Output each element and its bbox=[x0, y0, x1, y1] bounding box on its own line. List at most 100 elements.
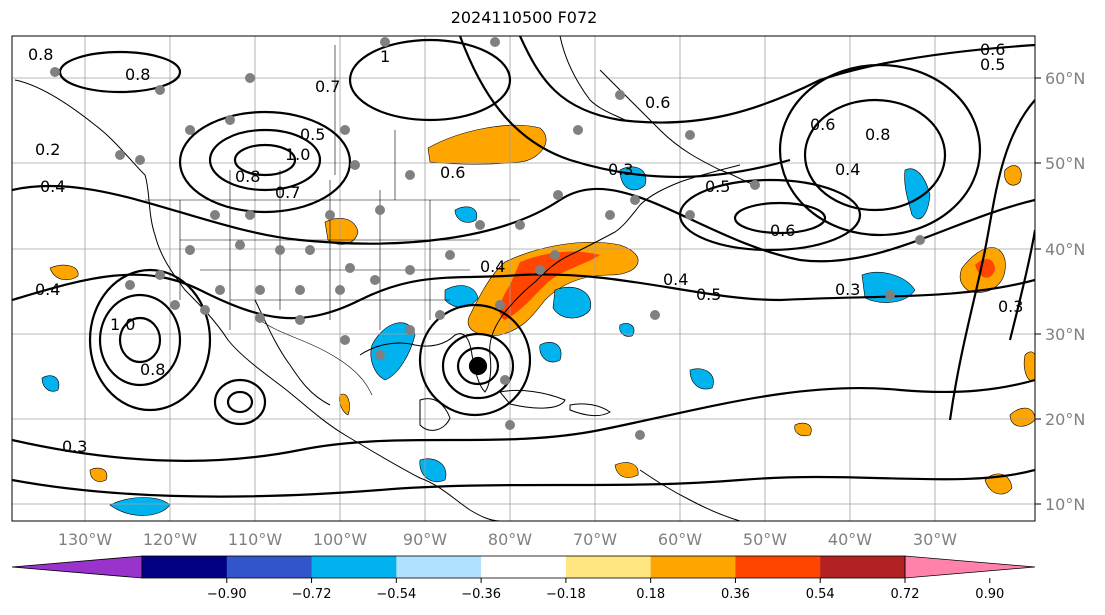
contour-label: 0.7 bbox=[275, 183, 300, 202]
colorbar-segment bbox=[226, 556, 313, 578]
lon-label: 80°W bbox=[488, 530, 532, 549]
lon-label: 110°W bbox=[228, 530, 283, 549]
lon-label: 50°W bbox=[743, 530, 787, 549]
contour-label: 0.3 bbox=[835, 280, 860, 299]
contours bbox=[12, 36, 1035, 498]
colorbar-segment bbox=[735, 556, 821, 578]
storm-center-marker bbox=[470, 358, 486, 374]
shade-red-eastcoast bbox=[499, 251, 600, 320]
colorbar-segment bbox=[311, 556, 397, 578]
contour-label: 0.3 bbox=[998, 297, 1023, 316]
colorbar-segment bbox=[565, 556, 652, 578]
contour-label: 0.8 bbox=[140, 360, 165, 379]
contour-label: 0.4 bbox=[663, 270, 688, 289]
shade-blue-carib2 bbox=[689, 368, 714, 390]
contour-labels: 0.8 0.8 0.7 0.5 1.0 0.8 0.7 0.4 0.2 0.4 … bbox=[28, 40, 1023, 456]
contour-label: 0.4 bbox=[35, 280, 60, 299]
shade-orange-east bbox=[1023, 351, 1035, 382]
colorbar-segment bbox=[142, 556, 228, 578]
contour-label: 0.4 bbox=[40, 177, 65, 196]
contour-label: 0.8 bbox=[865, 125, 890, 144]
contour-label: 0.6 bbox=[770, 221, 795, 240]
shade-orange-east2 bbox=[1009, 407, 1035, 427]
lat-label: 30°N bbox=[1045, 325, 1085, 344]
shade-orange-pac2 bbox=[89, 467, 108, 482]
colorbar-tick-label: 0.90 bbox=[975, 587, 1004, 602]
shade-blue-nova bbox=[904, 168, 931, 220]
lat-label: 60°N bbox=[1045, 69, 1085, 88]
shade-orange-pacific bbox=[49, 264, 79, 281]
lon-label: 130°W bbox=[58, 530, 113, 549]
shade-blue-east bbox=[454, 206, 478, 223]
lon-label: 120°W bbox=[143, 530, 198, 549]
colorbar-tick-label: −0.54 bbox=[376, 587, 416, 602]
lon-label: 70°W bbox=[573, 530, 617, 549]
lat-label: 10°N bbox=[1045, 495, 1085, 514]
colorbar-tick-label: 0.72 bbox=[891, 587, 920, 602]
shade-blue-carib bbox=[419, 458, 447, 482]
contour-label: 0.4 bbox=[835, 160, 860, 179]
colorbar-tick-label: −0.18 bbox=[546, 587, 586, 602]
colorbar: −0.90 −0.72 −0.54 −0.36 −0.18 0.18 0.36 0.54 0.7… bbox=[11, 555, 1036, 602]
colorbar-segment bbox=[396, 556, 482, 578]
lat-label: 40°N bbox=[1045, 240, 1085, 259]
colorbar-extend-low bbox=[11, 555, 143, 579]
shade-blue-se bbox=[619, 323, 635, 337]
contour-label: 0.5 bbox=[696, 285, 721, 304]
contour-label: 0.5 bbox=[980, 55, 1005, 74]
lon-label: 30°W bbox=[913, 530, 957, 549]
colorbar-tick-label: 0.36 bbox=[721, 587, 750, 602]
shade-orange-ne-atlantic bbox=[1004, 165, 1022, 186]
colorbar-segment bbox=[820, 556, 906, 578]
contour-label: 0.3 bbox=[608, 160, 633, 179]
contour-label: 0.5 bbox=[705, 177, 730, 196]
lat-label: 50°N bbox=[1045, 154, 1085, 173]
colorbar-tick-label: −0.90 bbox=[207, 587, 247, 602]
contour-label: 0.6 bbox=[980, 40, 1005, 59]
shade-blue-gulf bbox=[370, 322, 416, 381]
lon-label: 60°W bbox=[658, 530, 702, 549]
contour-label: 0.3 bbox=[62, 437, 87, 456]
map-frame bbox=[11, 35, 1036, 522]
shade-orange-mid bbox=[794, 422, 812, 437]
shade-blue-atlantic2 bbox=[539, 341, 562, 363]
contour-label: 0.6 bbox=[645, 93, 670, 112]
observation-dots bbox=[50, 37, 925, 440]
lon-label: 100°W bbox=[313, 530, 368, 549]
contour-label: 0.8 bbox=[125, 65, 150, 84]
contour-label: 1.0 bbox=[110, 315, 135, 334]
contour-label: 1.0 bbox=[285, 145, 310, 164]
shade-blue-midatl bbox=[861, 271, 916, 303]
lat-label: 20°N bbox=[1045, 410, 1085, 429]
contour-label: 0.6 bbox=[440, 163, 465, 182]
coastlines bbox=[14, 36, 756, 521]
colorbar-segment bbox=[481, 556, 567, 578]
shade-blue-atlantic1 bbox=[552, 286, 592, 319]
colorbar-border bbox=[141, 555, 906, 579]
latitude-labels: 60°N 50°N 40°N 30°N 20°N 10°N bbox=[1035, 69, 1085, 514]
lon-label: 40°W bbox=[828, 530, 872, 549]
contour-label: 0.2 bbox=[35, 140, 60, 159]
colorbar-tick-label: −0.72 bbox=[292, 587, 332, 602]
shade-blue-pac2 bbox=[41, 375, 60, 392]
colorbar-tick-label: 0.18 bbox=[636, 587, 665, 602]
map-title: 2024110500 F072 bbox=[450, 8, 598, 27]
contour-label: 0.8 bbox=[235, 167, 260, 186]
contour-label: 0.4 bbox=[480, 257, 505, 276]
longitude-labels: 130°W 120°W 110°W 100°W 90°W 80°W 70°W 6… bbox=[58, 530, 957, 549]
shade-orange-south bbox=[984, 473, 1013, 495]
contour-label: 1 bbox=[380, 47, 390, 66]
contour-label: 0.5 bbox=[300, 125, 325, 144]
contour-label: 0.7 bbox=[315, 77, 340, 96]
contour-label: 0.8 bbox=[28, 45, 53, 64]
colorbar-extend-high bbox=[904, 555, 1036, 579]
colorbar-segment bbox=[650, 556, 736, 578]
shade-blue-florida bbox=[444, 285, 479, 308]
lon-label: 90°W bbox=[403, 530, 447, 549]
shade-orange-carib bbox=[614, 462, 639, 478]
colorbar-tick-label: 0.54 bbox=[806, 587, 835, 602]
contour-label: 0.6 bbox=[810, 115, 835, 134]
shaded-regions bbox=[41, 124, 1035, 516]
colorbar-tick-label: −0.36 bbox=[461, 587, 501, 602]
